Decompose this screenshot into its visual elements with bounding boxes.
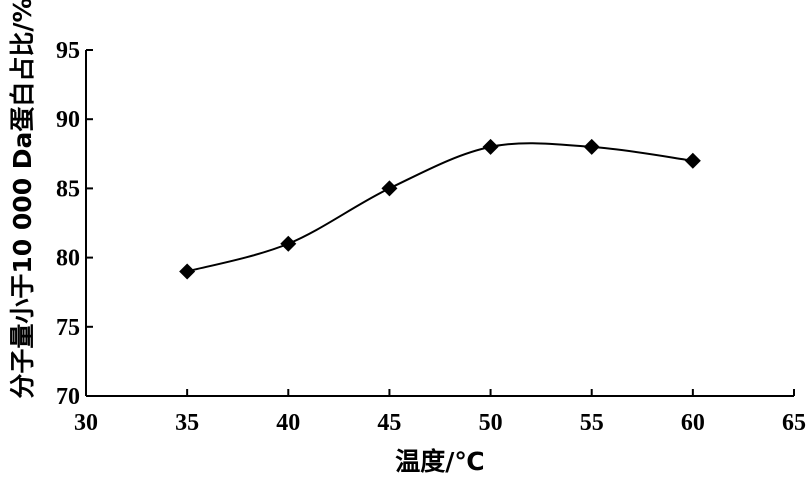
x-tick-label: 30 [74,410,98,436]
data-point-marker [583,138,600,155]
ticks: 70 75 80 85 90 95 30 35 40 45 50 55 60 65 [56,38,806,436]
x-tick-label: 55 [580,410,604,436]
x-tick-label: 45 [377,410,401,436]
x-tick-label: 65 [782,410,806,436]
y-tick-label: 95 [56,38,80,64]
data-point-marker [381,180,398,197]
data-point-marker [280,235,297,252]
x-tick-label: 40 [276,410,300,436]
y-tick-label: 75 [56,315,80,341]
data-point-marker [482,138,499,155]
y-tick-label: 90 [56,107,80,133]
x-axis-title: 温度/℃ [395,447,484,476]
data-point-marker [684,152,701,169]
y-tick-label: 70 [56,384,80,410]
x-tick-label: 50 [479,410,503,436]
x-tick-label: 60 [681,410,705,436]
axes [85,50,794,397]
y-axis-title: 分子量小于10 000 Da蛋白占比/% [8,0,37,399]
data-point-marker [179,263,196,280]
x-tick-label: 35 [175,410,199,436]
y-tick-label: 85 [56,176,80,202]
series-line [186,142,693,273]
series [179,138,701,280]
y-tick-label: 80 [56,246,80,272]
